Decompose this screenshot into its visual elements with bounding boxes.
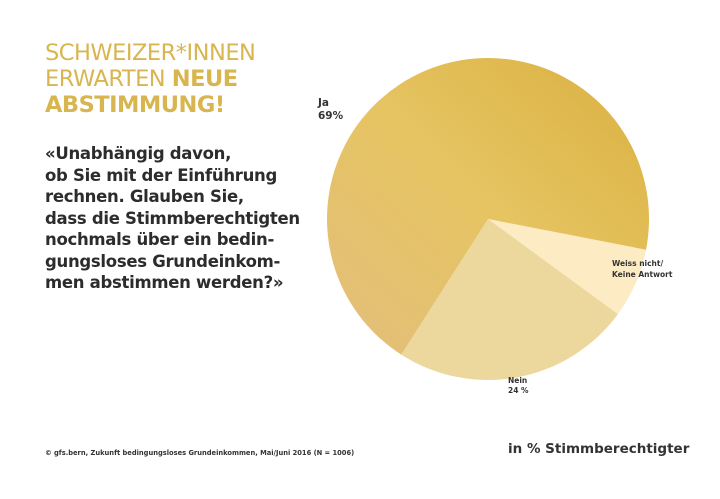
slice-label-weiss-line-1: Weiss nicht/ (612, 259, 664, 268)
question-line: «Unabhängig davon, (45, 144, 232, 163)
headline-line-2: ERWARTEN NEUE (45, 66, 238, 92)
headline-line-3: ABSTIMMUNG! (45, 92, 225, 118)
survey-question: «Unabhängig davon, ob Sie mit der Einfüh… (45, 143, 315, 294)
question-line: men abstimmen werden?» (45, 273, 284, 292)
slice-label-weiss-line-2: Keine Antwort (612, 270, 673, 279)
pie-slice-nein (401, 219, 618, 380)
slice-label-ja-value: 69% (318, 110, 344, 122)
question-line: nochmals über ein bedin- (45, 230, 274, 249)
source-note: © gfs.bern, Zukunft bedingungsloses Grun… (45, 449, 355, 457)
slice-label-ja: Ja 69% (318, 97, 343, 123)
unit-label: in % Stimmberechtigter (508, 441, 690, 457)
pie-slice-weiss-nicht-keine-antwort (488, 219, 647, 315)
headline: SCHWEIZER*INNEN ERWARTEN NEUE ABSTIMMUNG… (45, 40, 315, 118)
slice-label-ja-name: Ja (318, 97, 329, 109)
slice-label-nein-value: 24 % (508, 386, 529, 395)
slice-label-nein: Nein 24 % (508, 376, 529, 396)
question-line: ob Sie mit der Einführung (45, 165, 278, 185)
question-line: rechnen. Glauben Sie, (45, 187, 244, 206)
headline-line-1: SCHWEIZER*INNEN (45, 40, 256, 66)
question-line: dass die Stimmberechtigten (45, 208, 300, 228)
slice-label-nein-name: Nein (508, 376, 528, 385)
question-line: gungsloses Grundeinkom- (45, 251, 281, 271)
slice-label-weiss-nicht: Weiss nicht/ Keine Antwort (612, 258, 672, 280)
pie-slice-ja (327, 58, 649, 355)
